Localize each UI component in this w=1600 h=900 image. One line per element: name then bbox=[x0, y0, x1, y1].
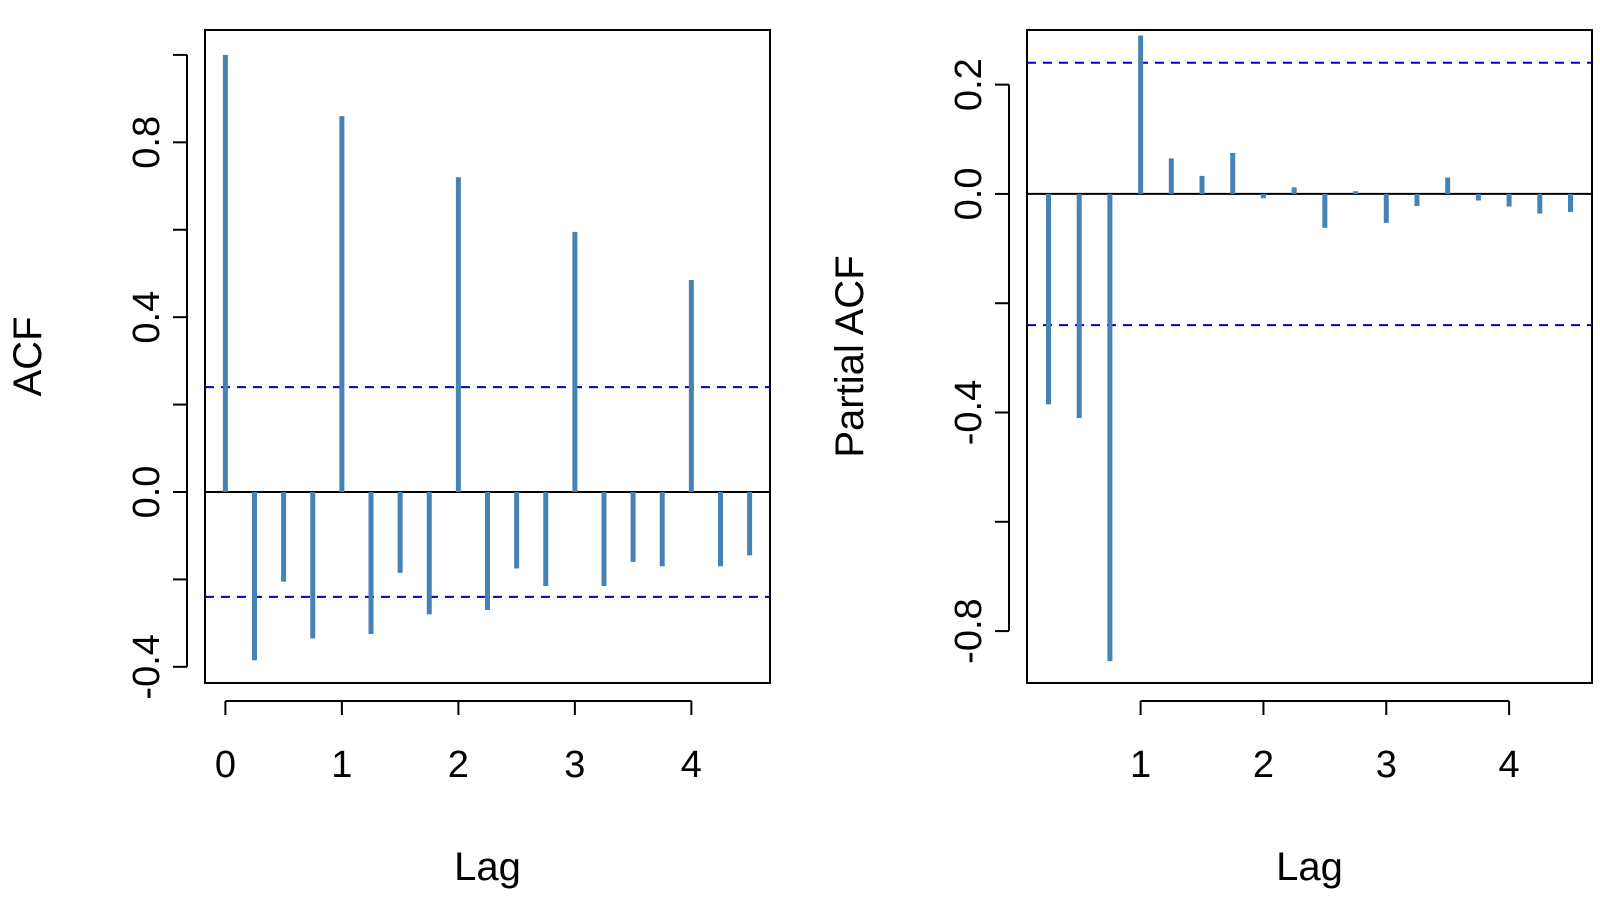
acf-x-tick-label: 1 bbox=[331, 744, 352, 786]
acf-y-tick-label: 0.8 bbox=[126, 116, 168, 169]
pacf-y-tick-label: -0.8 bbox=[948, 598, 990, 663]
pacf-plot-frame bbox=[1026, 29, 1593, 684]
acf-x-tick-label: 0 bbox=[215, 744, 236, 786]
acf-x-tick-label: 4 bbox=[681, 744, 702, 786]
pacf-y-axis-label: Partial ACF bbox=[828, 255, 872, 457]
pacf-x-axis-label: Lag bbox=[1276, 845, 1343, 889]
pacf-y-tick-label: 0.2 bbox=[948, 58, 990, 111]
acf-x-axis-label: Lag bbox=[454, 845, 521, 889]
pacf-y-tick-label: 0.0 bbox=[948, 168, 990, 221]
acf-y-axis-label: ACF bbox=[6, 317, 50, 397]
pacf-y-tick-label: -0.4 bbox=[948, 380, 990, 445]
pacf-x-tick-label: 2 bbox=[1253, 744, 1274, 786]
acf-x-tick-label: 3 bbox=[564, 744, 585, 786]
pacf-x-tick-label: 3 bbox=[1376, 744, 1397, 786]
acf-y-tick-label: 0.0 bbox=[126, 466, 168, 519]
acf-y-tick-label: 0.4 bbox=[126, 291, 168, 344]
pacf-x-tick-label: 4 bbox=[1499, 744, 1520, 786]
acf-plot-frame bbox=[204, 29, 771, 684]
acf-x-tick-label: 2 bbox=[448, 744, 469, 786]
pacf-x-tick-label: 1 bbox=[1130, 744, 1151, 786]
acf-y-tick-label: -0.4 bbox=[126, 634, 168, 699]
